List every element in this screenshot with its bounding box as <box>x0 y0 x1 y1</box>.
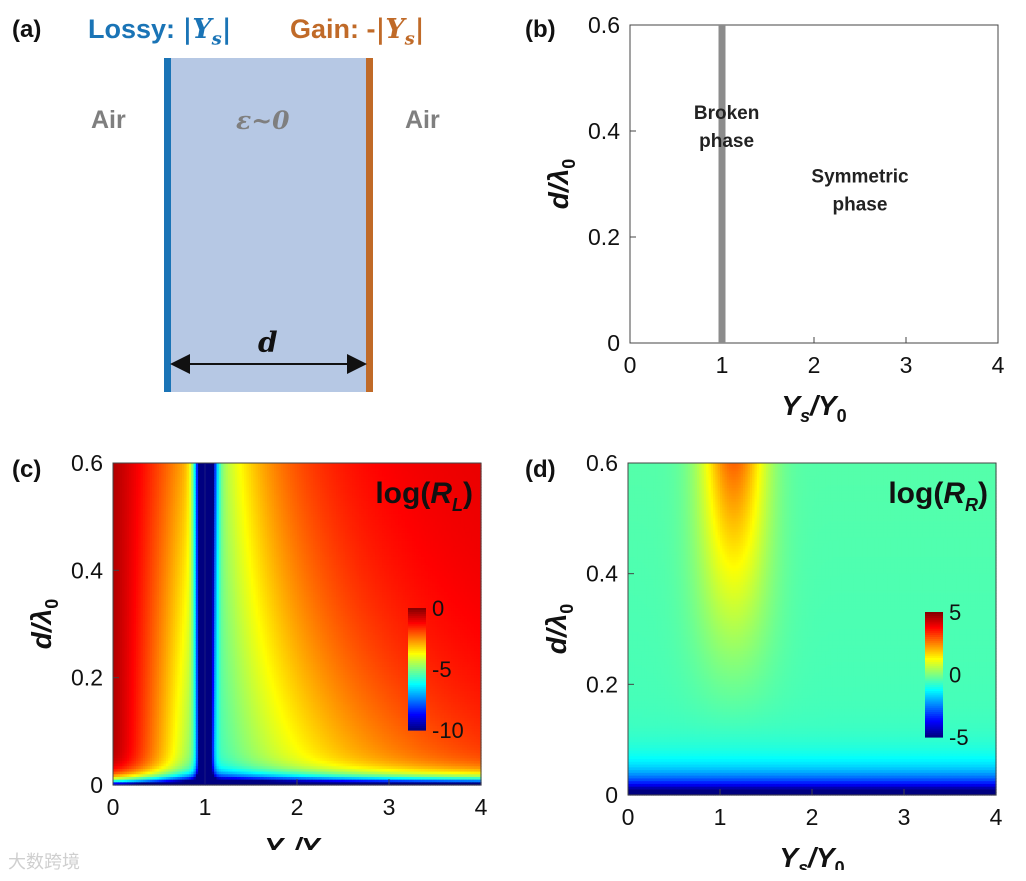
chart-c-heatmap-cells <box>113 463 482 786</box>
chart-b-annotation: Symmetric phase <box>811 167 909 216</box>
thickness-arrow <box>0 0 500 420</box>
chart-b-xtick-label: 1 <box>716 352 729 378</box>
chart-b-ytick-label: 0.6 <box>588 12 620 38</box>
chart-b-xtick-label: 2 <box>808 352 821 378</box>
chart-b-ylabel: d/λ0 <box>543 159 579 209</box>
chart-b: 0 1 2 3 4 0 0.2 0.4 0.6 Ys/Y0 d/λ0 Broken phase Symme… <box>500 0 1026 440</box>
chart-b-ytick-label: 0 <box>607 330 620 356</box>
chart-b-annotation: Broken phase <box>694 103 759 152</box>
chart-b-xtick-label: 4 <box>992 352 1005 378</box>
chart-b-xtick-label: 0 <box>624 352 637 378</box>
chart-b-xtick-label: 3 <box>900 352 913 378</box>
panel-a-schematic: Lossy: |Ys| Gain: -|Ys| Air Air ε~0 d <box>0 0 500 420</box>
chart-b-ytick-label: 0.4 <box>588 118 620 144</box>
thickness-label: d <box>258 326 278 359</box>
chart-b-ytick-label: 0.2 <box>588 224 620 250</box>
chart-b-xlabel: Ys/Y0 <box>781 390 846 426</box>
